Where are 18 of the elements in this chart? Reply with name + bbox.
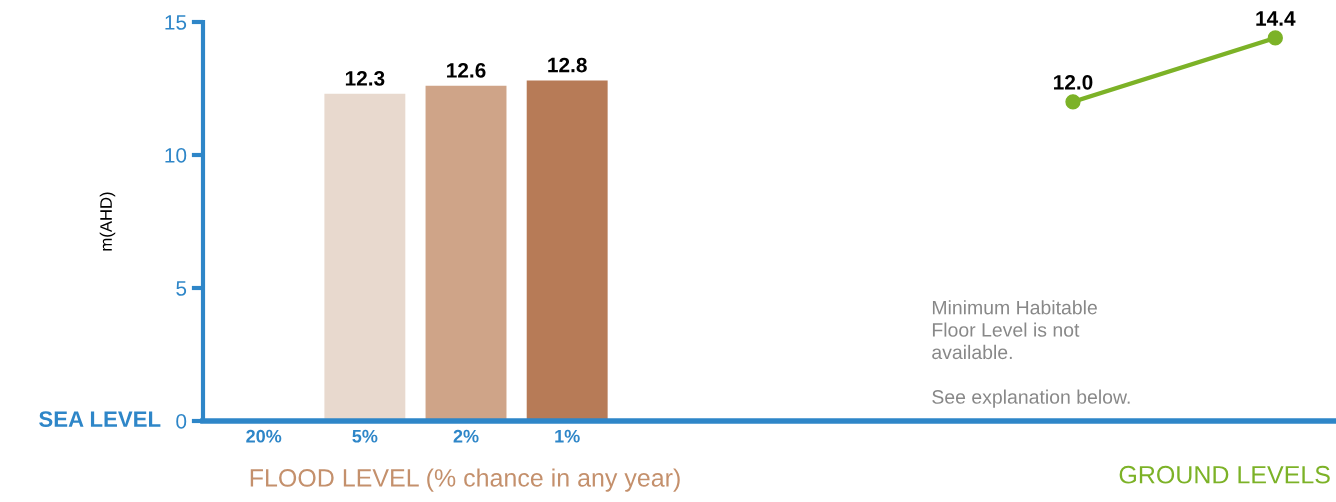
y-axis-title: m(AHD) [99, 192, 116, 251]
data-label: 12.0 [1054, 74, 1093, 90]
x-tick-label: 2% [453, 429, 479, 443]
y-tick-label: 0 [176, 414, 187, 429]
x-tick-label: 20% [246, 429, 282, 443]
text: GROUND LEVELS [1119, 465, 1330, 484]
x-tick-label: 1% [555, 429, 580, 443]
data-label: 12.8 [548, 57, 587, 73]
data-label: 14.4 [1256, 11, 1296, 26]
data-label: 12.3 [345, 70, 385, 86]
y-tick-label: 10 [165, 148, 187, 163]
y-tick-label: 5 [176, 281, 187, 296]
y-tick-label: 15 [165, 15, 187, 30]
data-label: 12.6 [447, 62, 486, 78]
text: SEA LEVEL [39, 411, 161, 427]
x-tick-label: 5% [352, 429, 378, 443]
text: Minimum Habitable Floor Level is not available. See explanation below. [932, 300, 1130, 408]
x-axis-title: FLOOD LEVEL (% chance in any year) [250, 468, 680, 492]
